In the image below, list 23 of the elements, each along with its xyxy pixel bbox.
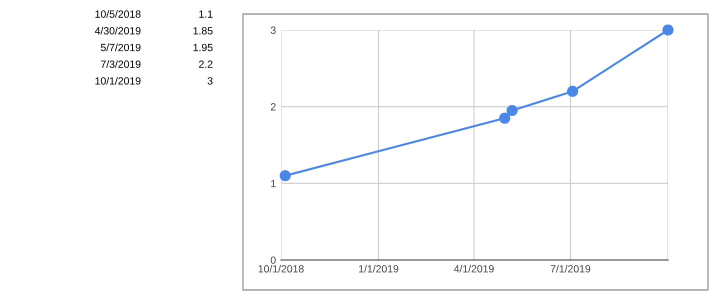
text: 4/30/2019	[94, 26, 141, 34]
point	[662, 24, 674, 36]
point	[280, 170, 291, 182]
point	[499, 112, 510, 124]
x-tick-label: 4/1/2019	[454, 264, 494, 273]
text: 1.85	[194, 27, 213, 34]
text: 2.2	[199, 60, 212, 68]
text: 10/1/2019	[95, 76, 141, 85]
point	[567, 86, 578, 97]
text: 7/3/2019	[100, 60, 141, 68]
point	[506, 104, 518, 116]
x-tick-label: 1/1/2019	[359, 264, 398, 273]
y-tick-label: 0	[270, 256, 276, 264]
text: 1.1	[199, 10, 212, 18]
text: 5/7/2019	[100, 44, 141, 52]
text: 3	[208, 77, 213, 85]
x-tick-label: 10/1/2018	[258, 264, 304, 273]
text: 10/5/2018	[95, 10, 141, 18]
y-tick-label: 1	[271, 180, 276, 188]
text: 1.95	[194, 44, 213, 52]
x-tick-label: 7/1/2019	[550, 264, 590, 273]
y-tick-label: 2	[270, 103, 276, 110]
y-tick-label: 3	[270, 26, 276, 34]
